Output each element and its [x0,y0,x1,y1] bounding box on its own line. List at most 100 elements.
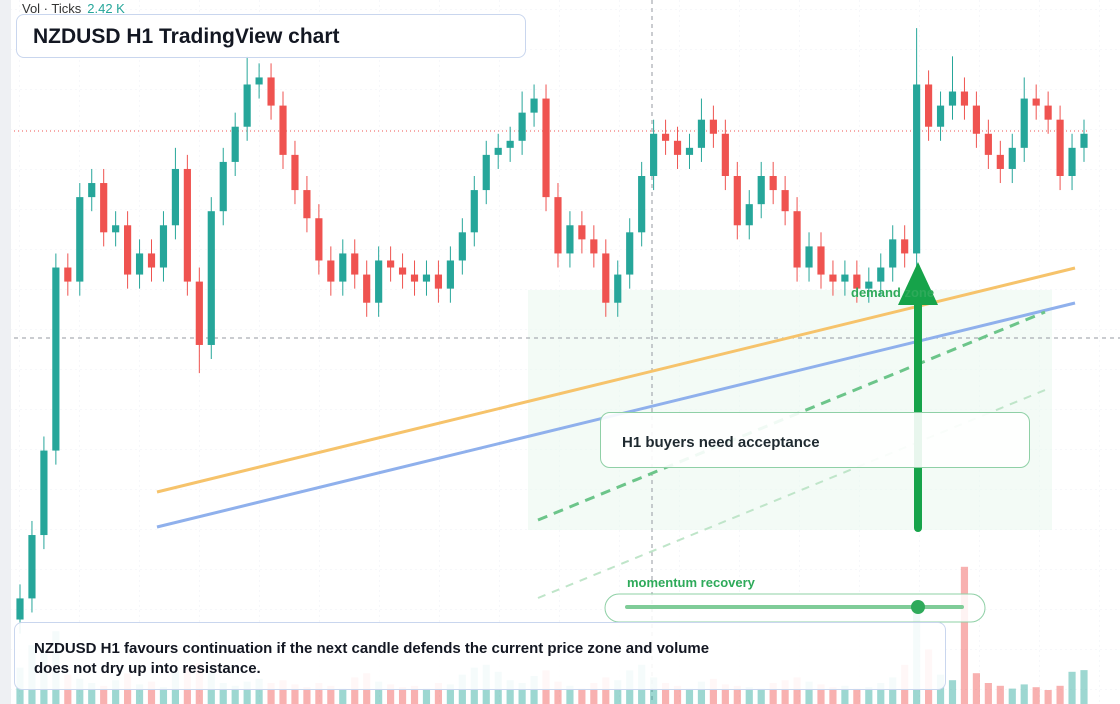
arrow-head [898,262,938,305]
candle-body [195,281,203,345]
chart-title: NZDUSD H1 TradingView chart [16,14,526,58]
candle-body [924,84,933,127]
candle-body [626,232,634,275]
volume-bar [446,684,454,704]
candle-body [685,147,694,155]
candle-body [948,91,957,106]
volume-bar [614,680,622,704]
volume-bar [506,680,514,704]
candle-body [135,253,144,275]
candle-body [542,98,550,198]
volume-bar [291,684,299,704]
candle-body [100,183,108,233]
candle-body [829,274,837,282]
candle-body [243,84,251,127]
candle-body [315,218,323,261]
candle-body [52,267,60,451]
candle-body [769,176,777,191]
candle-body [697,119,706,148]
volume-bar [829,687,837,704]
candle-body [183,168,191,282]
candle-body [446,260,454,289]
volume-bar [112,680,120,704]
candle-body [16,598,24,620]
candle-body [1080,133,1088,148]
volume-bar [697,681,706,704]
candles [16,28,1088,634]
volume-bar [566,685,574,704]
volume-bar [733,685,741,704]
volume-bar [147,681,156,704]
volume-bar [351,677,359,704]
candle-body [434,274,443,289]
candle-body [40,450,48,536]
candle-body [566,225,574,254]
candle-body [805,246,813,268]
volume-bar [315,683,323,704]
volume-bar [398,687,407,704]
volume-bar [889,677,897,704]
volume-bar [327,685,335,704]
volume-bar [781,680,789,704]
volume-bar [721,684,729,704]
candle-body [1008,147,1016,169]
volume-bar [387,684,395,704]
candle-body [936,105,945,127]
candle-body [673,140,682,155]
volume-bar [303,687,311,704]
candle-body [112,225,120,233]
slider-knob[interactable] [911,600,925,614]
candle-body [602,253,610,303]
volume-bar [1044,690,1052,704]
candle-body [721,133,729,176]
volume-bar [255,678,263,704]
volume-bar [76,678,84,704]
volume-bar [554,681,562,704]
candle-body [1032,98,1040,106]
candle-body [506,140,514,148]
volume-bar [375,681,383,704]
zone-label: demand zone [851,285,935,300]
candle-body [1056,119,1064,176]
volume-bar [578,688,586,704]
candle-body [76,197,84,282]
volume-bar [865,687,873,704]
candle-body [398,267,407,275]
candle-body [709,119,717,134]
candle-body [375,260,383,303]
candle-body [279,105,287,155]
volume-bar [757,688,765,704]
volume-bar [661,683,670,704]
candle-body [1020,98,1028,148]
volume-bar [685,688,694,704]
volume-bar [410,685,419,704]
volume-bar [853,688,861,704]
candle-body [793,211,801,268]
volume-bar [602,677,610,704]
volume-bar [960,566,969,704]
volume-bar [948,680,957,704]
candle-body [303,190,311,219]
candle-body [1044,105,1052,120]
volume-bar [339,688,347,704]
volume-bar [709,678,717,704]
candle-body [650,133,658,176]
candle-body [422,274,431,282]
note: NZDUSD H1 favours continuation if the ne… [14,622,946,690]
candle-body [124,225,132,275]
volume-bar [88,683,96,704]
candle-body [590,239,598,254]
candle-body [28,535,36,599]
candle-body [458,232,466,261]
candle-body [363,274,371,303]
candle-body [351,253,359,275]
candle-body [530,98,538,113]
volume-bar [972,673,980,704]
volume-legend-label: Vol · Ticks [22,1,82,16]
volume-bar [996,685,1004,704]
slider-label: momentum recovery [627,575,755,590]
volume-bar [817,684,825,704]
candle-body [889,239,897,268]
candle-body [853,274,861,289]
